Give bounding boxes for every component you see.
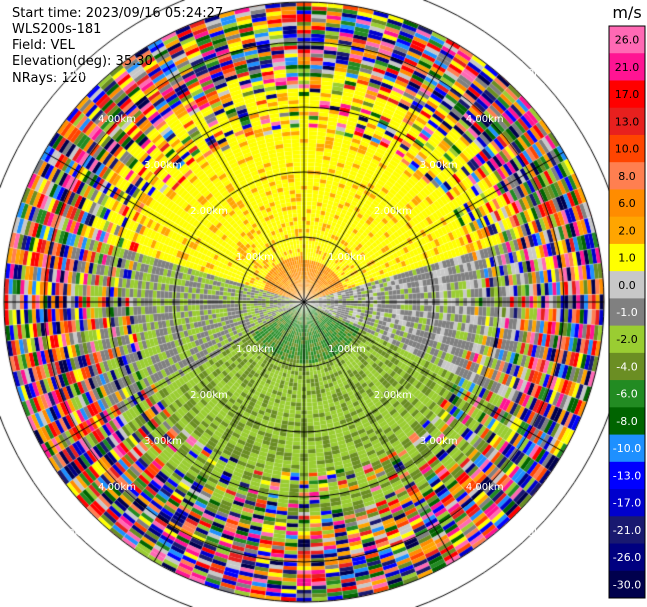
nrays-text: NRays: 120 <box>12 71 87 86</box>
start-time-text: Start time: 2023/09/16 05:24:27 <box>12 6 224 21</box>
elevation-text: Elevation(deg): 35.30 <box>12 54 153 69</box>
instrument-text: WLS200s-181 <box>12 22 102 37</box>
field-text: Field: VEL <box>12 38 75 53</box>
